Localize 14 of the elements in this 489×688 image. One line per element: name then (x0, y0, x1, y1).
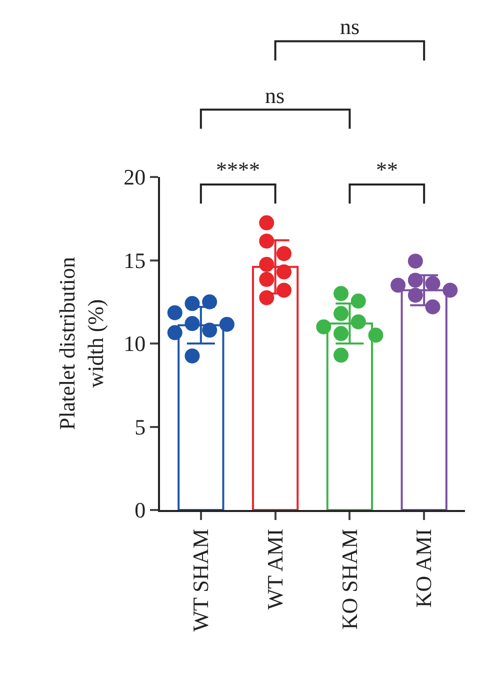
y-tick-label: 15 (124, 248, 146, 273)
annotation: **** (216, 157, 260, 182)
text: ns (340, 14, 360, 39)
x-tick-label: KO AMI (411, 528, 436, 608)
x-tick-label: WT AMI (262, 528, 288, 610)
y-tick-label: 0 (134, 498, 146, 523)
text: ns (265, 83, 285, 108)
y-tick-label: 10 (124, 331, 146, 356)
x-tick-label: WT SHAM (188, 528, 214, 632)
y-tick-label: 5 (134, 414, 146, 440)
y-axis-title: Platelet distribution width (%) (54, 257, 108, 430)
annotation: ** (376, 157, 398, 182)
y-tick-label: 20 (124, 164, 146, 190)
x-tick-label: KO SHAM (336, 528, 362, 630)
